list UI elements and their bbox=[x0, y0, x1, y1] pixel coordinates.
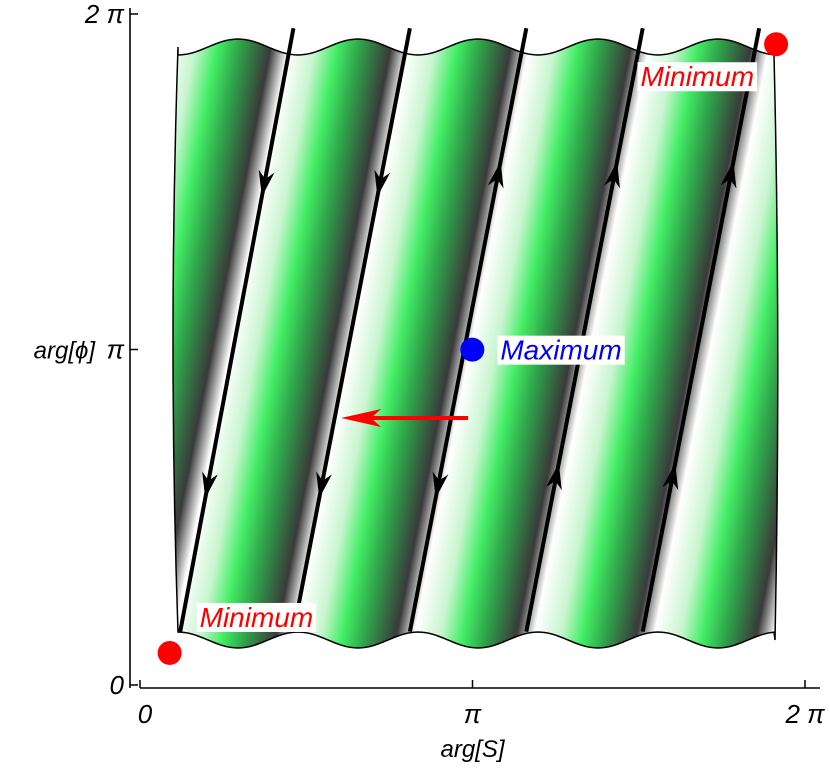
label-background bbox=[196, 602, 317, 632]
trajectory-line bbox=[291, 27, 412, 632]
label-background bbox=[497, 335, 625, 365]
maximum-label: Maximum bbox=[500, 335, 621, 366]
y-tick-label: 2 π bbox=[84, 0, 125, 29]
y-axis-label: arg[ϕ] bbox=[34, 338, 97, 365]
y-tick-label: 0 bbox=[110, 670, 125, 700]
trajectory-line bbox=[407, 27, 529, 632]
minimum-label: Minimum bbox=[641, 61, 755, 92]
label-background bbox=[637, 62, 758, 92]
flow-arrowhead bbox=[546, 463, 562, 491]
x-tick-label: 2 π bbox=[784, 699, 825, 729]
trajectory-layer bbox=[178, 27, 762, 632]
minimum-point bbox=[764, 32, 789, 57]
flow-arrowhead bbox=[258, 169, 275, 197]
flow-arrowhead bbox=[604, 161, 620, 189]
flow-arrowhead bbox=[662, 463, 679, 491]
minimum-label: Minimum bbox=[200, 602, 314, 633]
axes: 0 π 2 π 0 π 2 π arg[S] arg[ϕ] bbox=[34, 0, 826, 763]
trajectory-line bbox=[640, 27, 762, 632]
flow-arrowhead bbox=[374, 169, 391, 197]
annotation-arrow bbox=[341, 409, 469, 428]
flow-arrowhead bbox=[487, 161, 504, 189]
x-tick-label: 0 bbox=[138, 699, 153, 729]
x-tick-label: π bbox=[464, 699, 482, 729]
flow-arrowhead bbox=[432, 471, 449, 499]
trajectory-line bbox=[178, 27, 296, 632]
surface-outline bbox=[172, 38, 779, 649]
flow-arrowhead bbox=[316, 471, 332, 499]
critical-points: Minimum Minimum Maximum bbox=[157, 32, 789, 665]
maximum-point bbox=[460, 337, 485, 362]
trajectory-line bbox=[524, 27, 645, 632]
y-tick-label: π bbox=[107, 335, 125, 365]
red-arrow-head bbox=[341, 409, 382, 428]
flow-arrowhead bbox=[202, 471, 218, 499]
minimum-point bbox=[157, 640, 182, 665]
x-axis-label: arg[S] bbox=[440, 736, 505, 763]
x-ticks: 0 π 2 π bbox=[138, 680, 825, 729]
flow-arrowhead bbox=[720, 161, 737, 189]
y-ticks: 0 π 2 π bbox=[84, 0, 138, 700]
